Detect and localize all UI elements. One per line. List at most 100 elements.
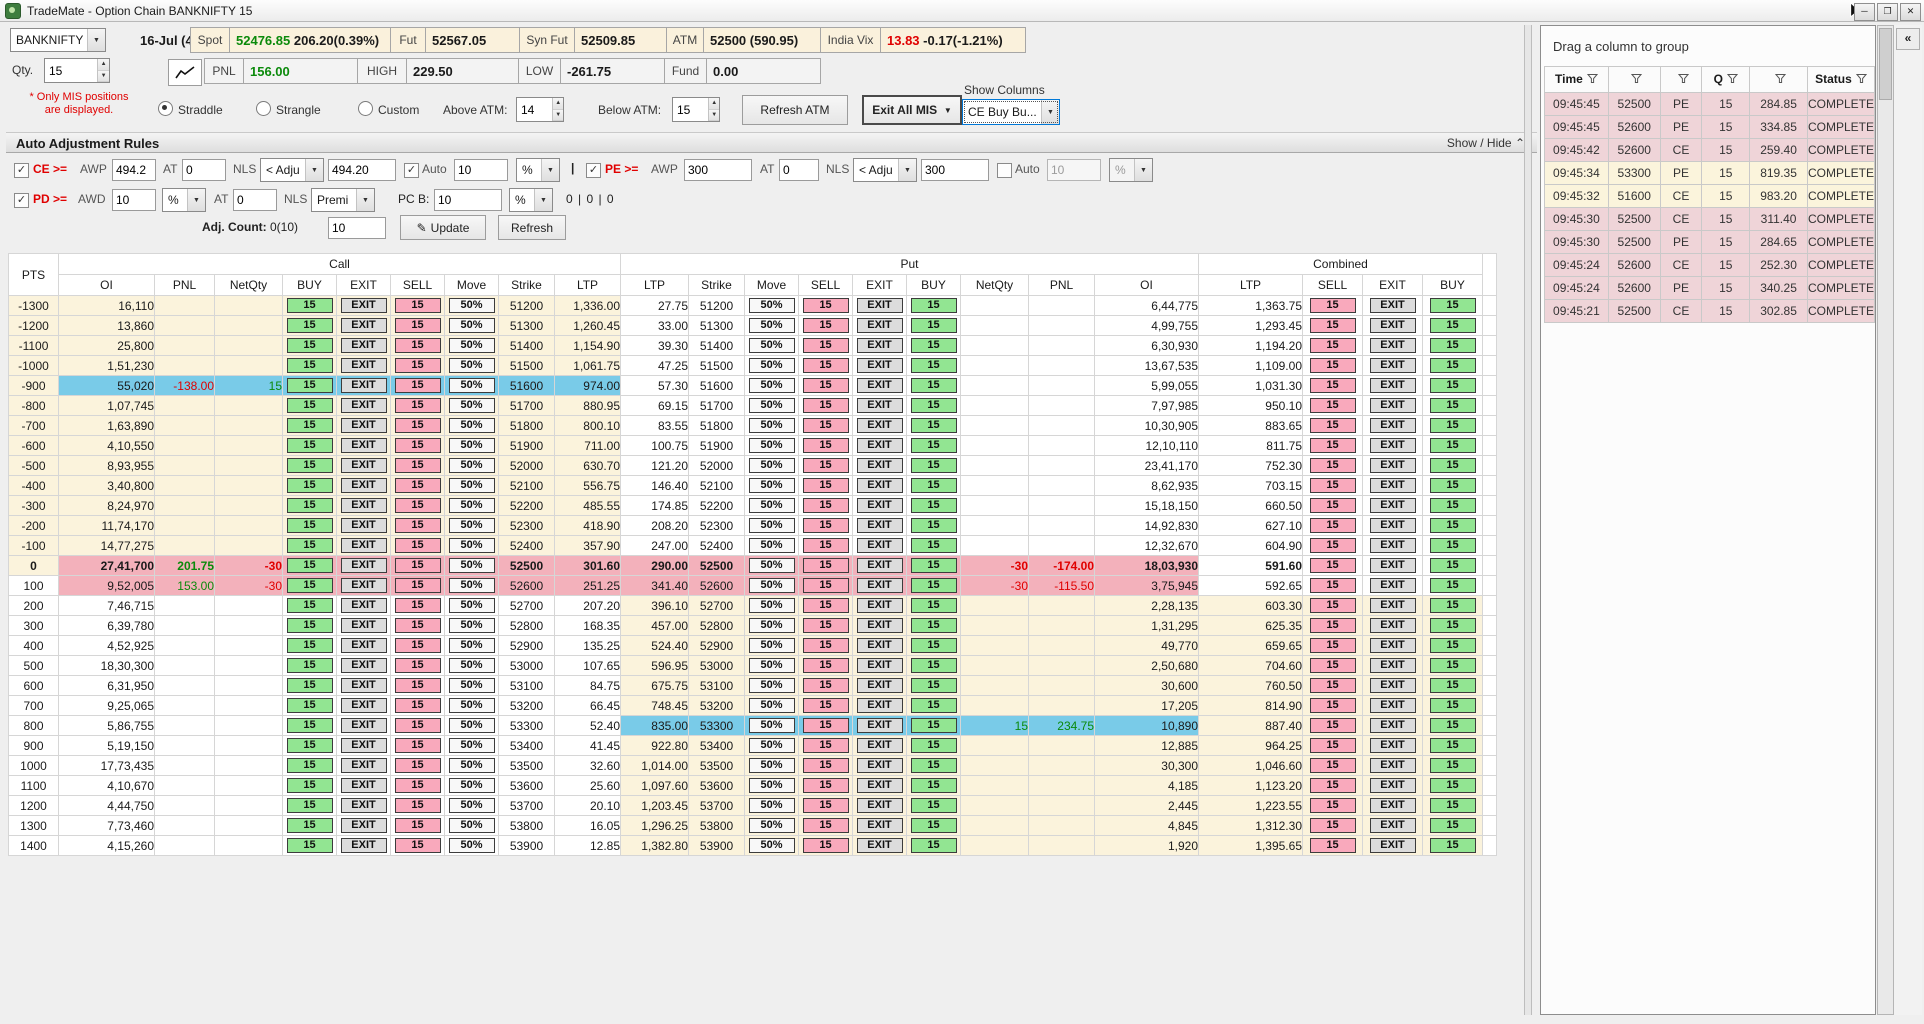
call-buy-button[interactable]: 15 bbox=[286, 398, 333, 413]
combined-buy-button[interactable]: 15 bbox=[1429, 338, 1476, 353]
combined-buy-button[interactable]: 15 bbox=[1429, 298, 1476, 313]
call-buy-button[interactable]: 15 bbox=[286, 338, 333, 353]
call-exit-button[interactable]: EXIT bbox=[340, 478, 387, 493]
put-buy-button[interactable]: 15 bbox=[910, 638, 957, 653]
combined-sell-button[interactable]: 15 bbox=[1309, 758, 1356, 773]
combined-sell-button[interactable]: 15 bbox=[1309, 338, 1356, 353]
pe-rule-checkbox[interactable]: ✓ bbox=[586, 163, 601, 178]
call-move-button[interactable]: 50% bbox=[448, 338, 495, 353]
orders-col-time[interactable]: Time bbox=[1544, 66, 1609, 93]
combined-exit-button[interactable]: EXIT bbox=[1369, 538, 1416, 553]
combined-sell-button[interactable]: 15 bbox=[1309, 498, 1356, 513]
ce-rule-checkbox[interactable]: ✓ bbox=[14, 163, 29, 178]
put-sell-button[interactable]: 15 bbox=[802, 638, 849, 653]
orders-col-status[interactable]: Status bbox=[1806, 66, 1876, 93]
put-exit-button[interactable]: EXIT bbox=[856, 438, 903, 453]
combined-exit-button[interactable]: EXIT bbox=[1369, 658, 1416, 673]
put-exit-button[interactable]: EXIT bbox=[856, 638, 903, 653]
combined-buy-button[interactable]: 15 bbox=[1429, 398, 1476, 413]
combined-sell-button[interactable]: 15 bbox=[1309, 538, 1356, 553]
put-sell-button[interactable]: 15 bbox=[802, 678, 849, 693]
orders-col-type[interactable] bbox=[1659, 66, 1703, 93]
put-exit-button[interactable]: EXIT bbox=[856, 498, 903, 513]
call-buy-button[interactable]: 15 bbox=[286, 378, 333, 393]
put-buy-button[interactable]: 15 bbox=[910, 318, 957, 333]
restore-button[interactable]: ❐ bbox=[1877, 3, 1898, 21]
combined-sell-button[interactable]: 15 bbox=[1309, 678, 1356, 693]
show-columns-dropdown[interactable]: CE Buy Bu... ▼ bbox=[962, 99, 1060, 125]
call-sell-button[interactable]: 15 bbox=[394, 378, 441, 393]
call-move-button[interactable]: 50% bbox=[448, 738, 495, 753]
call-exit-button[interactable]: EXIT bbox=[340, 578, 387, 593]
combined-sell-button[interactable]: 15 bbox=[1309, 658, 1356, 673]
combined-buy-button[interactable]: 15 bbox=[1429, 818, 1476, 833]
call-move-button[interactable]: 50% bbox=[448, 358, 495, 373]
call-exit-button[interactable]: EXIT bbox=[340, 338, 387, 353]
call-exit-button[interactable]: EXIT bbox=[340, 298, 387, 313]
radio-custom[interactable]: Custom bbox=[358, 101, 419, 117]
call-exit-button[interactable]: EXIT bbox=[340, 818, 387, 833]
combined-buy-button[interactable]: 15 bbox=[1429, 598, 1476, 613]
combined-exit-button[interactable]: EXIT bbox=[1369, 498, 1416, 513]
combined-sell-button[interactable]: 15 bbox=[1309, 558, 1356, 573]
put-exit-button[interactable]: EXIT bbox=[856, 398, 903, 413]
combined-exit-button[interactable]: EXIT bbox=[1369, 318, 1416, 333]
put-exit-button[interactable]: EXIT bbox=[856, 718, 903, 733]
call-sell-button[interactable]: 15 bbox=[394, 438, 441, 453]
combined-sell-button[interactable]: 15 bbox=[1309, 298, 1356, 313]
combined-sell-button[interactable]: 15 bbox=[1309, 638, 1356, 653]
put-move-button[interactable]: 50% bbox=[748, 458, 795, 473]
put-move-button[interactable]: 50% bbox=[748, 418, 795, 433]
call-buy-button[interactable]: 15 bbox=[286, 518, 333, 533]
call-buy-button[interactable]: 15 bbox=[286, 538, 333, 553]
order-row[interactable]: 09:45:24 52600 PE 15 340.25 COMPLETE bbox=[1544, 276, 1876, 300]
call-sell-button[interactable]: 15 bbox=[394, 518, 441, 533]
call-move-button[interactable]: 50% bbox=[448, 658, 495, 673]
call-sell-button[interactable]: 15 bbox=[394, 838, 441, 853]
put-buy-button[interactable]: 15 bbox=[910, 778, 957, 793]
call-buy-button[interactable]: 15 bbox=[286, 698, 333, 713]
pe-awp-input[interactable] bbox=[684, 159, 752, 181]
ce-auto-unit-dropdown[interactable]: % ▼ bbox=[516, 158, 560, 182]
combined-buy-button[interactable]: 15 bbox=[1429, 658, 1476, 673]
combined-buy-button[interactable]: 15 bbox=[1429, 758, 1476, 773]
put-exit-button[interactable]: EXIT bbox=[856, 298, 903, 313]
put-exit-button[interactable]: EXIT bbox=[856, 518, 903, 533]
call-buy-button[interactable]: 15 bbox=[286, 558, 333, 573]
put-move-button[interactable]: 50% bbox=[748, 618, 795, 633]
call-sell-button[interactable]: 15 bbox=[394, 778, 441, 793]
call-sell-button[interactable]: 15 bbox=[394, 818, 441, 833]
put-buy-button[interactable]: 15 bbox=[910, 358, 957, 373]
call-move-button[interactable]: 50% bbox=[448, 438, 495, 453]
call-sell-button[interactable]: 15 bbox=[394, 618, 441, 633]
put-exit-button[interactable]: EXIT bbox=[856, 558, 903, 573]
combined-sell-button[interactable]: 15 bbox=[1309, 458, 1356, 473]
spin-down-icon[interactable]: ▼ bbox=[98, 70, 109, 82]
radio-icon[interactable] bbox=[256, 101, 271, 116]
combined-exit-button[interactable]: EXIT bbox=[1369, 678, 1416, 693]
combined-sell-button[interactable]: 15 bbox=[1309, 478, 1356, 493]
put-exit-button[interactable]: EXIT bbox=[856, 418, 903, 433]
put-buy-button[interactable]: 15 bbox=[910, 498, 957, 513]
call-move-button[interactable]: 50% bbox=[448, 378, 495, 393]
put-buy-button[interactable]: 15 bbox=[910, 718, 957, 733]
combined-exit-button[interactable]: EXIT bbox=[1369, 738, 1416, 753]
call-move-button[interactable]: 50% bbox=[448, 778, 495, 793]
put-exit-button[interactable]: EXIT bbox=[856, 798, 903, 813]
put-sell-button[interactable]: 15 bbox=[802, 838, 849, 853]
put-sell-button[interactable]: 15 bbox=[802, 578, 849, 593]
call-buy-button[interactable]: 15 bbox=[286, 618, 333, 633]
call-sell-button[interactable]: 15 bbox=[394, 638, 441, 653]
put-exit-button[interactable]: EXIT bbox=[856, 738, 903, 753]
call-sell-button[interactable]: 15 bbox=[394, 758, 441, 773]
call-move-button[interactable]: 50% bbox=[448, 578, 495, 593]
put-move-button[interactable]: 50% bbox=[748, 638, 795, 653]
put-sell-button[interactable]: 15 bbox=[802, 618, 849, 633]
call-exit-button[interactable]: EXIT bbox=[340, 598, 387, 613]
put-exit-button[interactable]: EXIT bbox=[856, 818, 903, 833]
call-move-button[interactable]: 50% bbox=[448, 698, 495, 713]
put-sell-button[interactable]: 15 bbox=[802, 418, 849, 433]
put-sell-button[interactable]: 15 bbox=[802, 738, 849, 753]
orders-col-strike[interactable] bbox=[1607, 66, 1661, 93]
put-sell-button[interactable]: 15 bbox=[802, 438, 849, 453]
